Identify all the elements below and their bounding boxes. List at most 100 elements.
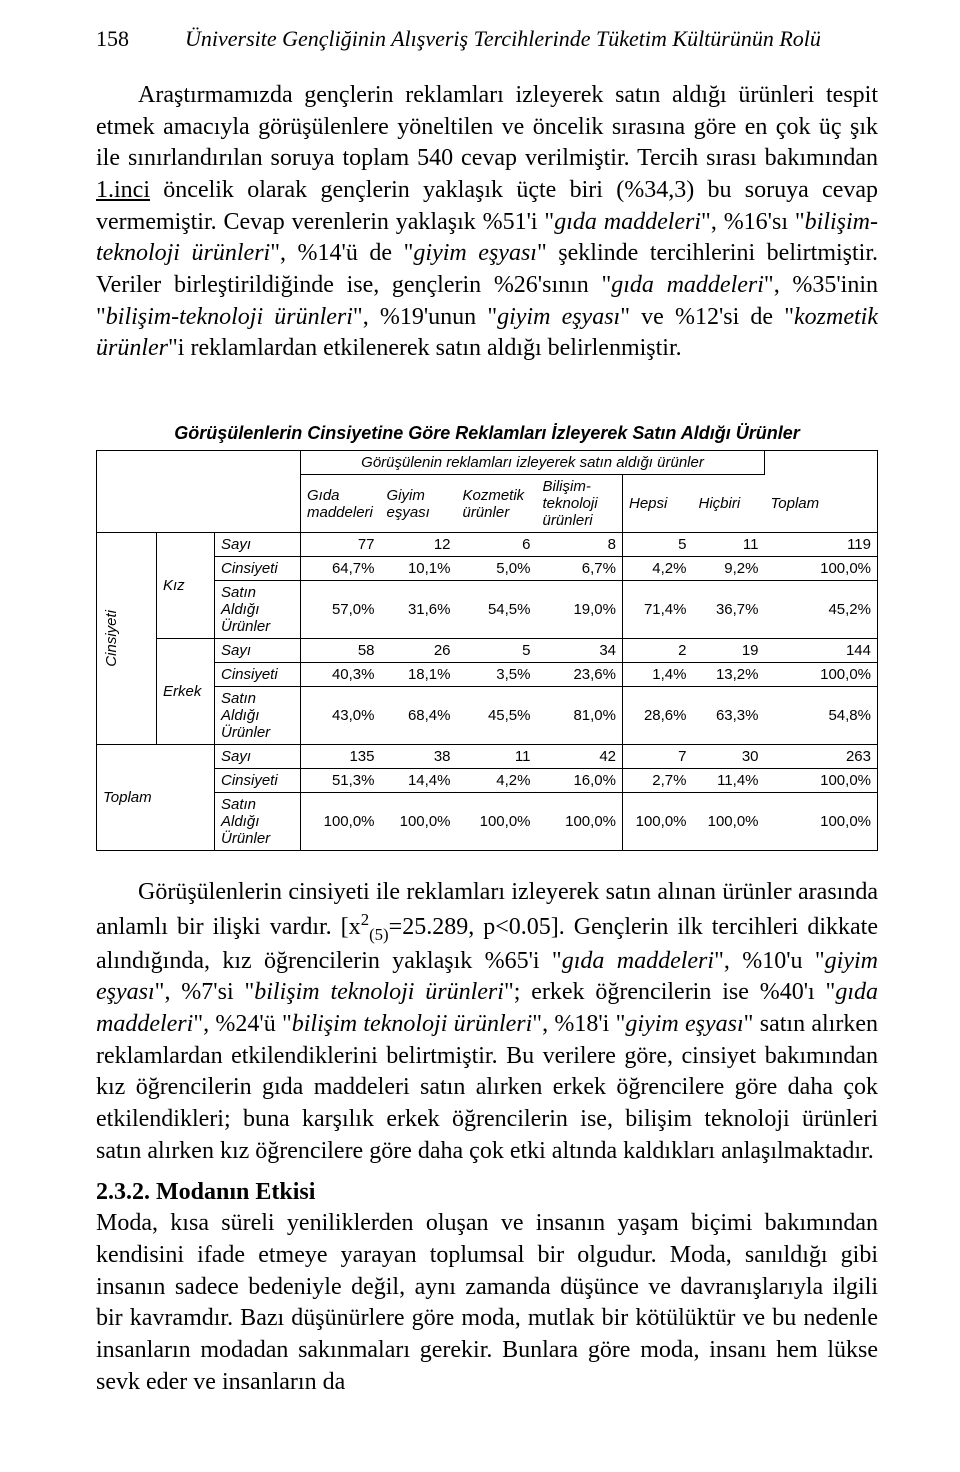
cell: 19: [693, 639, 765, 663]
cell: 23,6%: [537, 663, 623, 687]
p1-text: "i reklamlardan etkilenerek satın aldığı…: [168, 335, 682, 361]
cell: 42: [537, 745, 623, 769]
col-header: Bilişim-teknoloji ürünleri: [537, 475, 623, 533]
cell: 77: [301, 533, 381, 557]
cell: 100,0%: [301, 793, 381, 851]
p1-italic: giyim eşyası: [497, 304, 620, 330]
row-label: Sayı: [215, 639, 301, 663]
cell: 100,0%: [457, 793, 537, 851]
running-header: 158 Üniversite Gençliğinin Alışveriş Ter…: [96, 26, 878, 52]
p1-italic: bilişim-teknoloji ürünleri: [106, 304, 353, 330]
paragraph-1: Araştırmamızda gençlerin reklamları izle…: [96, 80, 878, 365]
cell: 2: [623, 639, 693, 663]
p2-italic: gıda maddeleri: [562, 948, 714, 974]
p1-underlined: 1.inci: [96, 177, 150, 203]
p1-italic: giyim eşyası: [413, 240, 537, 266]
table-row: Cinsiyeti 40,3% 18,1% 3,5% 23,6% 1,4% 13…: [97, 663, 878, 687]
cell: 54,5%: [457, 581, 537, 639]
row-label: Cinsiyeti: [215, 663, 301, 687]
cell: 135: [301, 745, 381, 769]
cell: 57,0%: [301, 581, 381, 639]
cell: 54,8%: [765, 687, 878, 745]
p2-italic: bilişim teknoloji ürünleri: [254, 979, 504, 1005]
group-label: Erkek: [157, 639, 215, 745]
cell: 11,4%: [693, 769, 765, 793]
table-row: Satın Aldığı Ürünler 43,0% 68,4% 45,5% 8…: [97, 687, 878, 745]
cell: 1,4%: [623, 663, 693, 687]
table-row: Görüşülenin reklamları izleyerek satın a…: [97, 451, 878, 475]
cell: 11: [693, 533, 765, 557]
row-label: Cinsiyeti: [215, 769, 301, 793]
table-row: Cinsiyeti 64,7% 10,1% 5,0% 6,7% 4,2% 9,2…: [97, 557, 878, 581]
p1-text: Araştırmamızda gençlerin reklamları izle…: [96, 82, 878, 171]
table-row: Satın Aldığı Ürünler 100,0% 100,0% 100,0…: [97, 793, 878, 851]
cell: 30: [693, 745, 765, 769]
cell: 7: [623, 745, 693, 769]
cell: 263: [765, 745, 878, 769]
col-header: Gıda maddeleri: [301, 475, 381, 533]
col-header: Hepsi: [623, 475, 693, 533]
cell: 19,0%: [537, 581, 623, 639]
cell: 38: [381, 745, 457, 769]
row-label: Cinsiyeti: [215, 557, 301, 581]
p2-text: ", %18'i ": [532, 1011, 625, 1037]
cell: 5,0%: [457, 557, 537, 581]
table-row: Gıda maddeleri Giyim eşyası Kozmetik ürü…: [97, 475, 878, 533]
col-header: Toplam: [765, 475, 878, 533]
data-table: Görüşülenin reklamları izleyerek satın a…: [96, 450, 878, 851]
p2-text: ", %7'si ": [155, 979, 255, 1005]
p1-text: " ve %12'si de ": [620, 304, 794, 330]
cell: 6,7%: [537, 557, 623, 581]
paragraph-2: Görüşülenlerin cinsiyeti ile reklamları …: [96, 877, 878, 1167]
p1-text: ", %14'ü de ": [270, 240, 413, 266]
col-header: Giyim eşyası: [381, 475, 457, 533]
cell: 4,2%: [623, 557, 693, 581]
cell: 45,2%: [765, 581, 878, 639]
cell: 26: [381, 639, 457, 663]
col-header: Kozmetik ürünler: [457, 475, 537, 533]
cell: 119: [765, 533, 878, 557]
cell: 100,0%: [537, 793, 623, 851]
p2-sub: (5): [369, 925, 389, 944]
p2-sup: 2: [361, 910, 369, 929]
cell: 6: [457, 533, 537, 557]
cell: 5: [457, 639, 537, 663]
p2-italic: bilişim teknoloji ürünleri: [292, 1011, 533, 1037]
cell: 45,5%: [457, 687, 537, 745]
row-label: Satın Aldığı Ürünler: [215, 687, 301, 745]
cell: 2,7%: [623, 769, 693, 793]
cell: 10,1%: [381, 557, 457, 581]
cell: 100,0%: [765, 769, 878, 793]
p2-text: ", %10'u ": [714, 948, 825, 974]
cell: 68,4%: [381, 687, 457, 745]
cell: 64,7%: [301, 557, 381, 581]
p2-text: ", %24'ü ": [193, 1011, 291, 1037]
cell: 36,7%: [693, 581, 765, 639]
cell: 58: [301, 639, 381, 663]
cell: 16,0%: [537, 769, 623, 793]
cell: 4,2%: [457, 769, 537, 793]
cell: 63,3%: [693, 687, 765, 745]
cell: 40,3%: [301, 663, 381, 687]
p1-italic: gıda maddeleri: [554, 209, 701, 235]
cell: 100,0%: [765, 793, 878, 851]
cell: 5: [623, 533, 693, 557]
cell: 12: [381, 533, 457, 557]
cell: 28,6%: [623, 687, 693, 745]
cell: 13,2%: [693, 663, 765, 687]
page-number: 158: [96, 26, 129, 52]
row-label: Sayı: [215, 745, 301, 769]
row-label: Satın Aldığı Ürünler: [215, 581, 301, 639]
table-row: Cinsiyeti 51,3% 14,4% 4,2% 16,0% 2,7% 11…: [97, 769, 878, 793]
running-title: Üniversite Gençliğinin Alışveriş Tercihl…: [185, 26, 821, 52]
table-title: Görüşülenlerin Cinsiyetine Göre Reklamla…: [96, 423, 878, 444]
table-row: Cinsiyeti Kız Sayı 77 12 6 8 5 11 119: [97, 533, 878, 557]
table-row: Satın Aldığı Ürünler 57,0% 31,6% 54,5% 1…: [97, 581, 878, 639]
p1-text: ", %16'sı ": [701, 209, 805, 235]
cell: 144: [765, 639, 878, 663]
cell: 100,0%: [623, 793, 693, 851]
group-label: Kız: [157, 533, 215, 639]
paragraph-3: Moda, kısa süreli yeniliklerden oluşan v…: [96, 1208, 878, 1398]
cell: 3,5%: [457, 663, 537, 687]
p1-italic: gıda maddeleri: [611, 272, 764, 298]
